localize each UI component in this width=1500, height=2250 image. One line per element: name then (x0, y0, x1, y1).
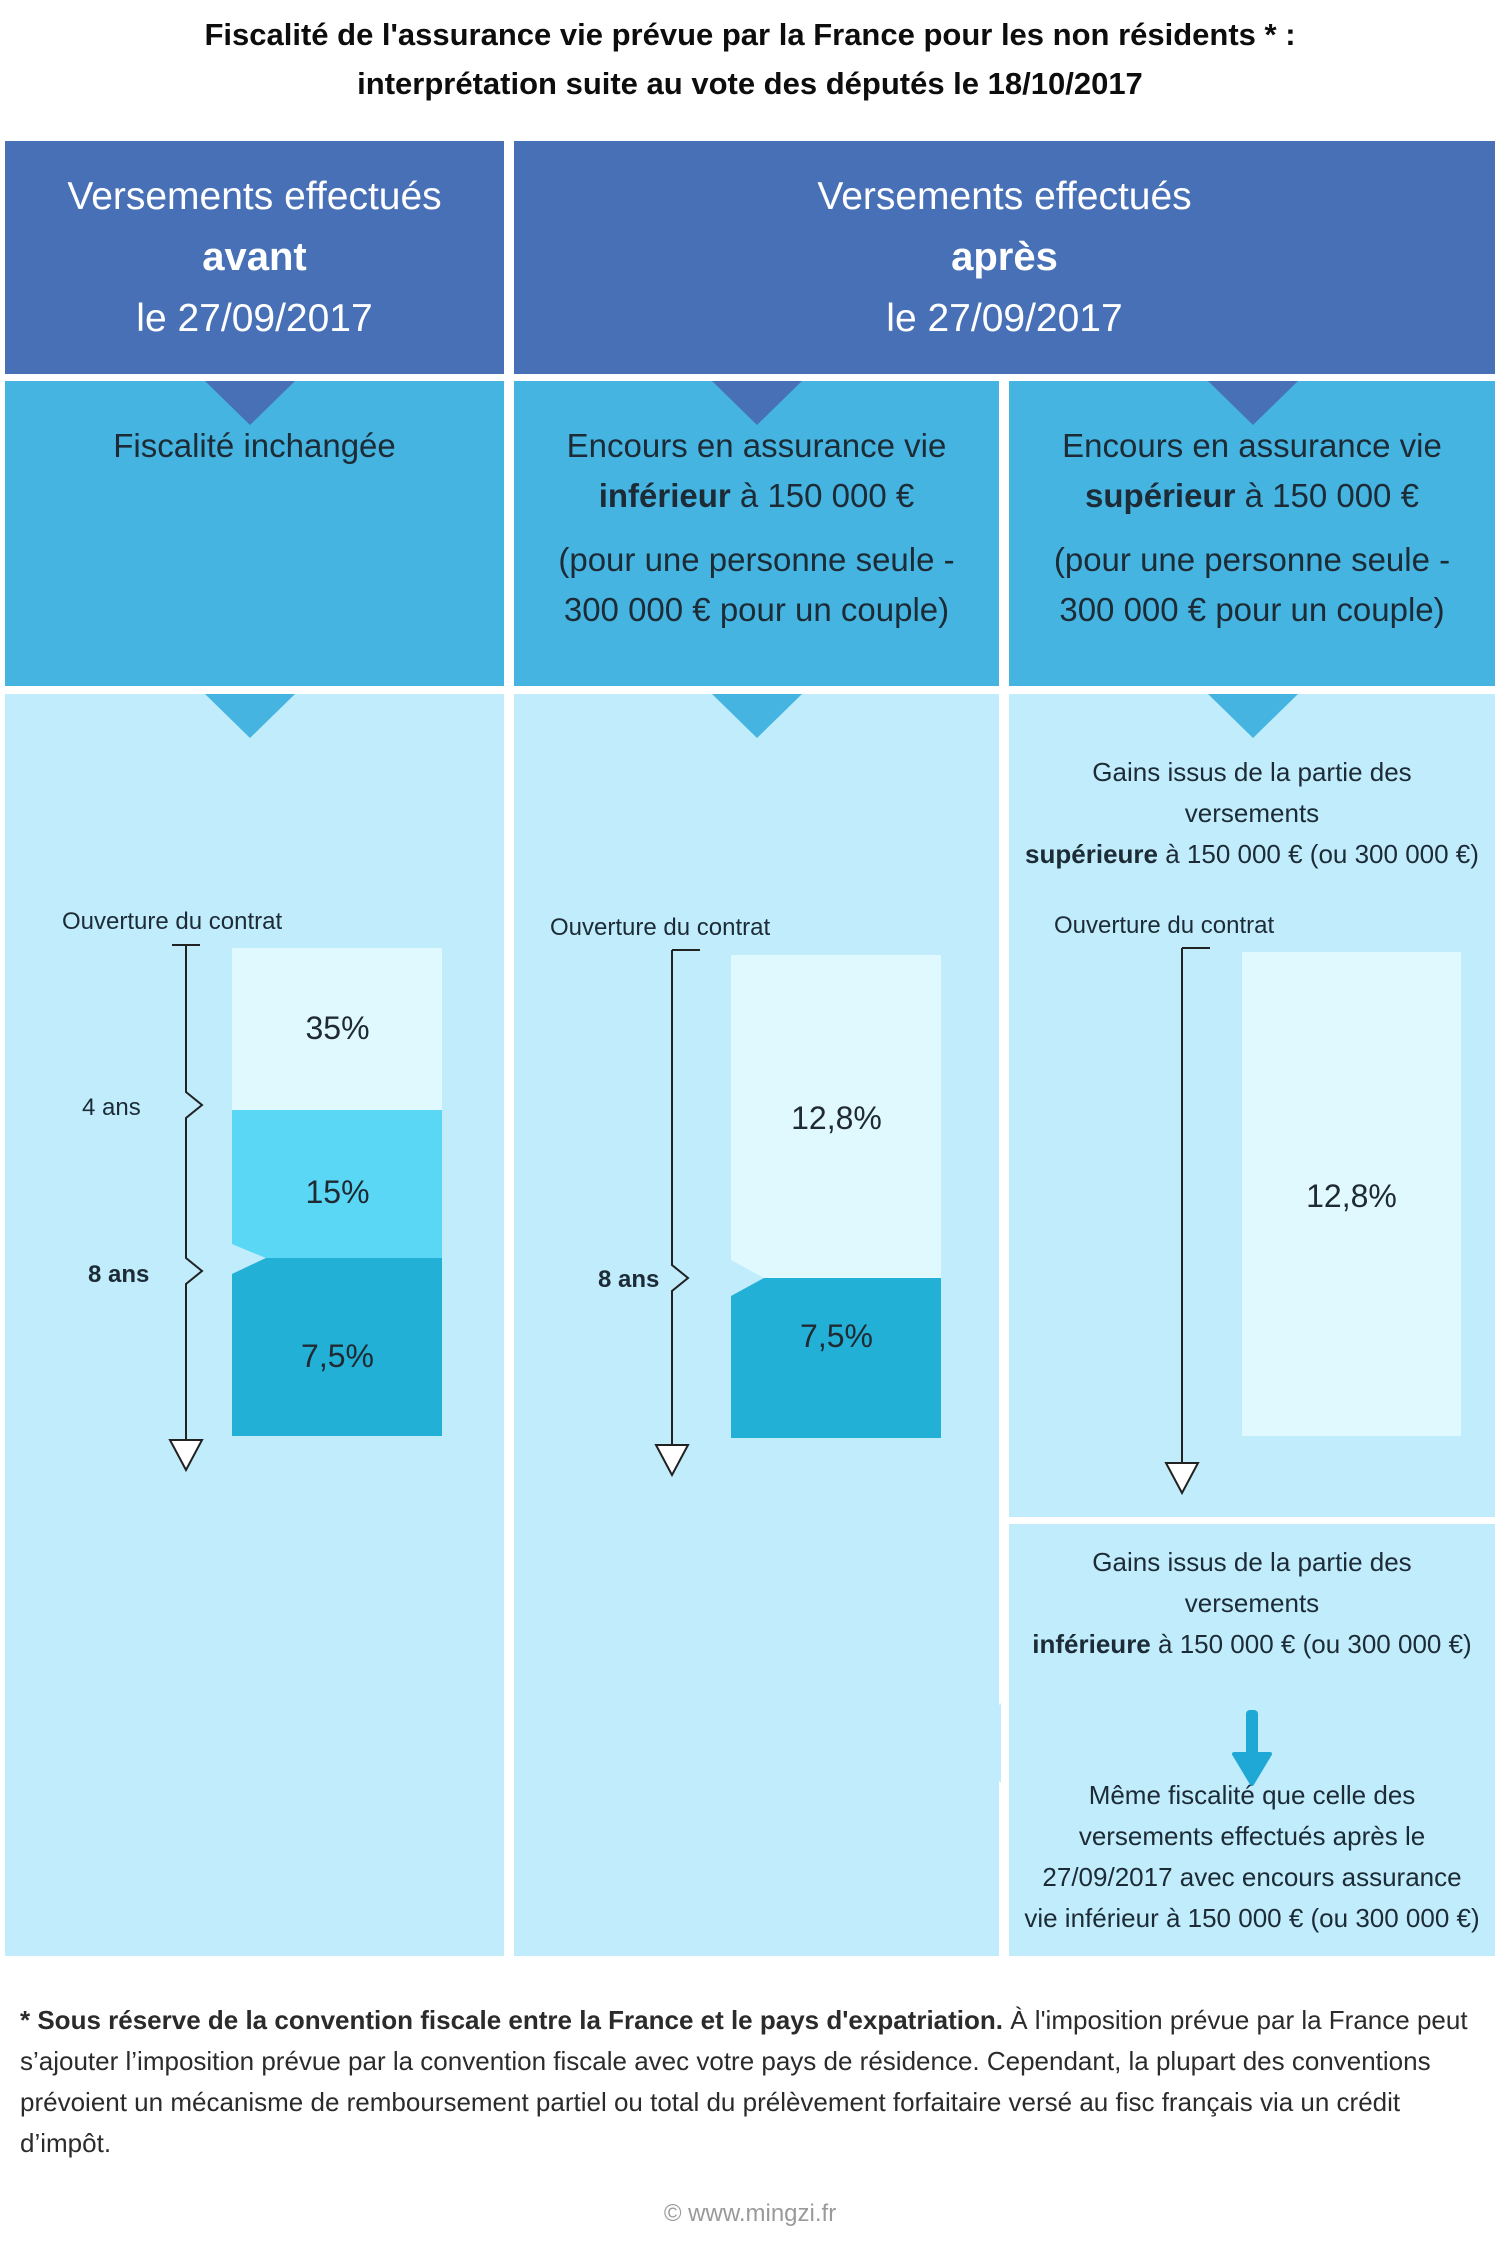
col1-axis-top: Ouverture du contrat (62, 908, 283, 935)
subheader-col1-text: Fiscalité inchangée (113, 427, 396, 464)
col3-gains-lower: Gains issus de la partie des versements … (1009, 1542, 1495, 1665)
header-after-bold: après (951, 235, 1058, 279)
col1-mark-4ans: 4 ans (82, 1094, 141, 1121)
header-before-bold: avant (202, 235, 307, 279)
notch-sub-col2 (712, 694, 802, 738)
col3-timeline-arrow (1164, 947, 1210, 1496)
footnote-text: À l'imposition prévue par la France peut… (20, 2005, 1468, 2158)
footnote-bold: * Sous réserve de la convention fiscale … (20, 2005, 1004, 2035)
col1-bar-75 (232, 1274, 442, 1436)
subheader-col3-line4: 300 000 € pour un couple) (1059, 591, 1445, 628)
copyright: © www.mingzi.fr (663, 2200, 837, 2227)
col3-same-fiscalite: Même fiscalité que celle des versements … (1009, 1775, 1495, 1939)
col2-rate-128: 12,8% (791, 1099, 882, 1136)
col3-gains-lower-line2: versements (1184, 1588, 1320, 1618)
col2-mark-8ans: 8 ans (598, 1266, 660, 1293)
col3-same-line2: versements effectués après le (1078, 1821, 1426, 1851)
header-after-line1: Versements effectués (817, 175, 1192, 218)
notch-header-after-col2 (712, 381, 802, 425)
notch-header-before (205, 381, 295, 425)
subheader-col3-line2: supérieur à 150 000 € (1085, 471, 1419, 521)
col3-gains-lower-line1: Gains issus de la partie des (1092, 1547, 1412, 1577)
subheader-col1: Fiscalité inchangée (5, 381, 504, 686)
header-before: Versements effectués avant le 27/09/2017 (5, 141, 504, 374)
subheader-col2-line2: inférieur à 150 000 € (599, 471, 915, 521)
notch-header-after-col3 (1208, 381, 1298, 425)
arrow-down-icon (1232, 1710, 1272, 1786)
col3-rate-bar (1242, 952, 1461, 1436)
col3-gains-upper-bold: supérieure (1025, 839, 1158, 869)
col3-axis-top: Ouverture du contrat (1054, 912, 1275, 939)
col1-rate-75: 7,5% (301, 1337, 374, 1374)
title-line-1: Fiscalité de l'assurance vie prévue par … (204, 17, 1296, 52)
col3-gains-lower-rest: à 150 000 € (ou 300 000 €) (1150, 1629, 1472, 1659)
header-after-line3: le 27/09/2017 (886, 297, 1123, 340)
subheader-col3-rest: à 150 000 € (1235, 477, 1419, 514)
subheader-col3: Encours en assurance vie supérieur à 150… (1009, 381, 1495, 686)
subheader-col2-bold: inférieur (598, 477, 731, 514)
col2-rate-75: 7,5% (800, 1317, 873, 1354)
subheader-col3-line1: Encours en assurance vie (1062, 427, 1442, 464)
subheader-col3-bold: supérieur (1085, 477, 1236, 514)
footnote: * Sous réserve de la convention fiscale … (20, 2000, 1480, 2164)
col3-same-line3: 27/09/2017 avec encours assurance (1042, 1862, 1462, 1892)
page-title: Fiscalité de l'assurance vie prévue par … (0, 10, 1500, 108)
subheader-col3-line3: (pour une personne seule - (1053, 541, 1451, 578)
col1-rate-35: 35% (305, 1009, 370, 1046)
col3-gains-lower-bold: inférieure (1032, 1629, 1151, 1659)
col2-timeline-arrow (654, 949, 700, 1478)
col3-gains-upper-line3: supérieure à 150 000 € (ou 300 000 €) (1009, 834, 1495, 875)
col3-gains-upper: Gains issus de la partie des versements … (1009, 752, 1495, 875)
notch-col2-to-col3 (961, 1703, 1001, 1783)
col3-gains-upper-line1: Gains issus de la partie des (1092, 757, 1412, 787)
col3-same-line1: Même fiscalité que celle des (1088, 1780, 1416, 1810)
col3-rate-128: 12,8% (1306, 1177, 1397, 1214)
col3-gains-upper-rest: à 150 000 € (ou 300 000 €) (1158, 839, 1479, 869)
header-before-line3: le 27/09/2017 (136, 297, 373, 340)
subheader-col2-line4: 300 000 € pour un couple) (563, 591, 950, 628)
col1-timeline-arrow (168, 944, 204, 1473)
col3-gains-upper-line2: versements (1184, 798, 1320, 828)
subheader-col2: Encours en assurance vie inférieur à 150… (514, 381, 999, 686)
title-line-2: interprétation suite au vote des députés… (357, 66, 1143, 101)
col2-axis-top: Ouverture du contrat (550, 914, 771, 941)
notch-sub-col3 (1208, 694, 1298, 738)
col1-rate-15: 15% (305, 1173, 370, 1210)
col1-rate-bars (232, 948, 442, 1436)
header-before-line1: Versements effectués (67, 175, 442, 218)
subheader-col2-line1: Encours en assurance vie (566, 427, 947, 464)
col2-rate-bars (731, 955, 941, 1438)
col3-gains-lower-line3: inférieure à 150 000 € (ou 300 000 €) (1009, 1624, 1495, 1665)
col3-same-line4: vie inférieur à 150 000 € (ou 300 000 €) (1024, 1903, 1480, 1933)
subheader-col2-rest: à 150 000 € (730, 477, 915, 514)
subheader-col2-line3: (pour une personne seule - (558, 541, 955, 578)
col1-mark-8ans: 8 ans (88, 1261, 150, 1288)
notch-sub-col1 (205, 694, 295, 738)
header-after: Versements effectués après le 27/09/2017 (514, 141, 1495, 374)
